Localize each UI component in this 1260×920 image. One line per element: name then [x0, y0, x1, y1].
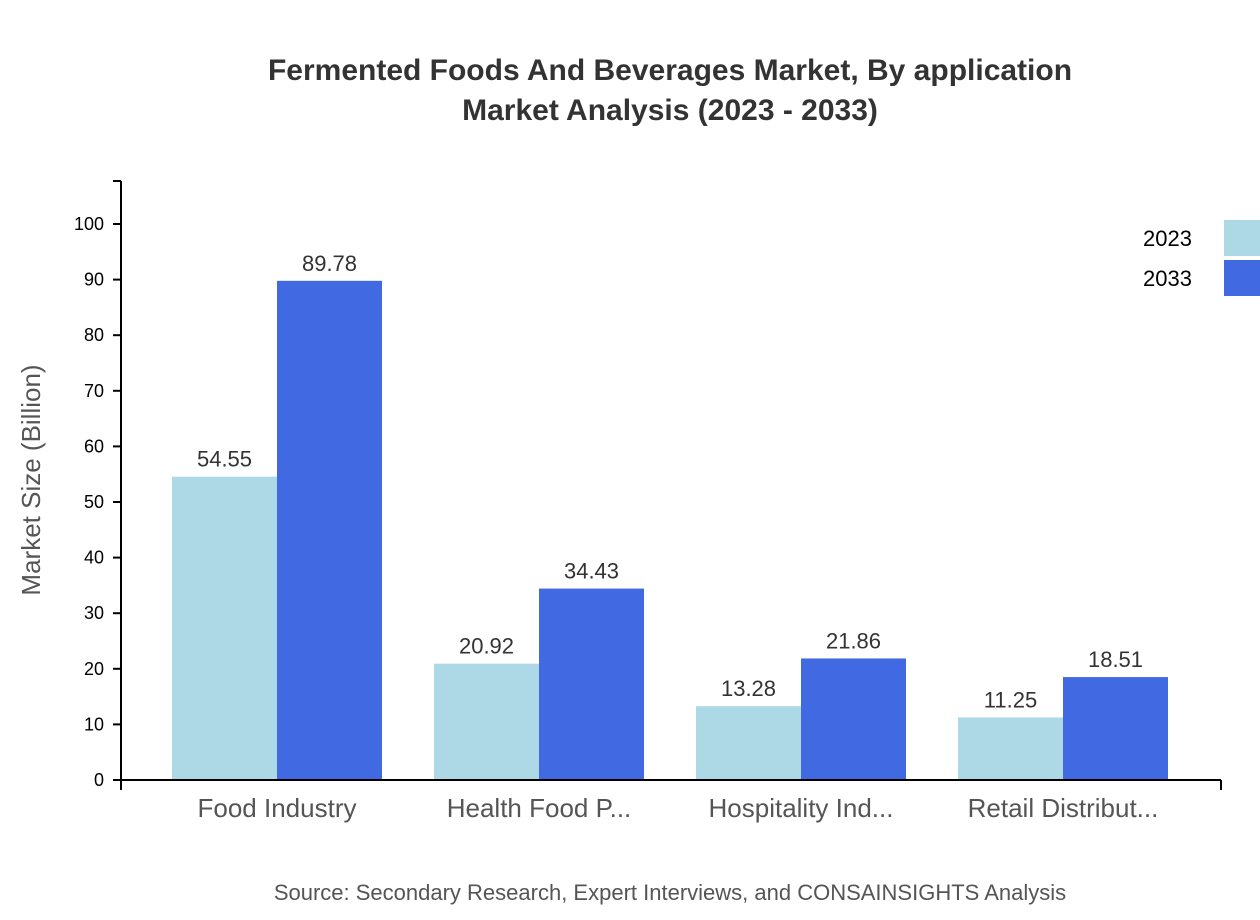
- bar-2033: [539, 588, 644, 780]
- y-tick-label: 50: [84, 492, 104, 512]
- legend-label: 2033: [1143, 266, 1192, 291]
- legend-label: 2023: [1143, 226, 1192, 251]
- legend-swatch: [1224, 260, 1260, 296]
- source-note: Source: Secondary Research, Expert Inter…: [274, 880, 1066, 905]
- y-axis-label: Market Size (Billion): [16, 364, 46, 595]
- y-tick-label: 80: [84, 325, 104, 345]
- y-tick-label: 10: [84, 714, 104, 734]
- data-label: 20.92: [459, 634, 514, 659]
- bar-2023: [958, 717, 1063, 780]
- y-tick-label: 70: [84, 381, 104, 401]
- data-label: 18.51: [1088, 647, 1143, 672]
- chart-title-line-1: Fermented Foods And Beverages Market, By…: [268, 54, 1072, 87]
- x-tick-label: Food Industry: [198, 793, 357, 823]
- x-tick-label: Health Food P...: [447, 793, 632, 823]
- data-label: 13.28: [721, 676, 776, 701]
- y-tick-label: 20: [84, 659, 104, 679]
- y-axis: 0 10 20 30 40 50 60 70 80 90 100: [74, 180, 122, 790]
- data-label: 89.78: [302, 251, 357, 276]
- y-tick-label: 100: [74, 214, 104, 234]
- x-tick-label: Hospitality Ind...: [709, 793, 894, 823]
- y-tick-label: 40: [84, 548, 104, 568]
- legend-swatch: [1224, 220, 1260, 256]
- bar-2023: [172, 476, 277, 780]
- y-tick-label: 0: [94, 770, 104, 790]
- data-label: 11.25: [984, 687, 1037, 712]
- bar-2033: [277, 280, 382, 780]
- x-tick-label: Retail Distribut...: [968, 793, 1159, 823]
- bar-2023: [696, 706, 801, 780]
- bars: 54.55 89.78 20.92 34.43 13.28 21.86 11.25 18.51: [172, 251, 1168, 780]
- y-tick-label: 90: [84, 270, 104, 290]
- x-axis: Food Industry Health Food P... Hospitality…: [120, 779, 1222, 823]
- data-label: 21.86: [826, 628, 881, 653]
- bar-2033: [801, 658, 906, 780]
- data-label: 34.43: [564, 559, 619, 584]
- y-tick-label: 30: [84, 603, 104, 623]
- chart-title-line-2: Market Analysis (2023 - 2033): [462, 94, 878, 127]
- legend: 2023 2033: [1143, 220, 1260, 296]
- y-tick-label: 60: [84, 436, 104, 456]
- bar-2033: [1063, 677, 1168, 780]
- data-label: 54.55: [197, 447, 252, 472]
- bar-2023: [434, 663, 539, 780]
